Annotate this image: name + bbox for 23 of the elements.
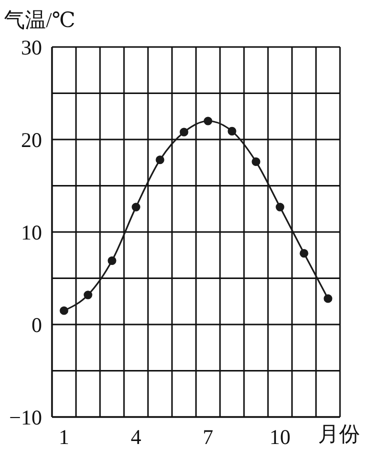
x-axis-title: 月份 [318,421,360,448]
x-tick-label: 1 [58,424,70,449]
point [180,128,188,136]
point [276,202,284,212]
x-tick-label: 4 [130,424,142,449]
y-tick-label: 10 [21,220,42,244]
point [204,116,212,126]
point [132,202,140,212]
point [108,256,116,265]
point [60,306,68,315]
point [84,290,92,300]
y-tick-label: 0 [32,312,42,337]
y-tick-label: −10 [9,405,42,430]
y-tick-label: 20 [21,128,42,152]
point [324,294,332,303]
y-axis-title: 气温/℃ [4,7,76,34]
x-tick-label: 10 [270,424,290,449]
x-tick-label: 7 [202,424,214,449]
point [156,156,164,164]
point [300,248,308,258]
point [228,126,236,136]
point [252,157,260,166]
y-tick-label: 30 [21,35,42,60]
